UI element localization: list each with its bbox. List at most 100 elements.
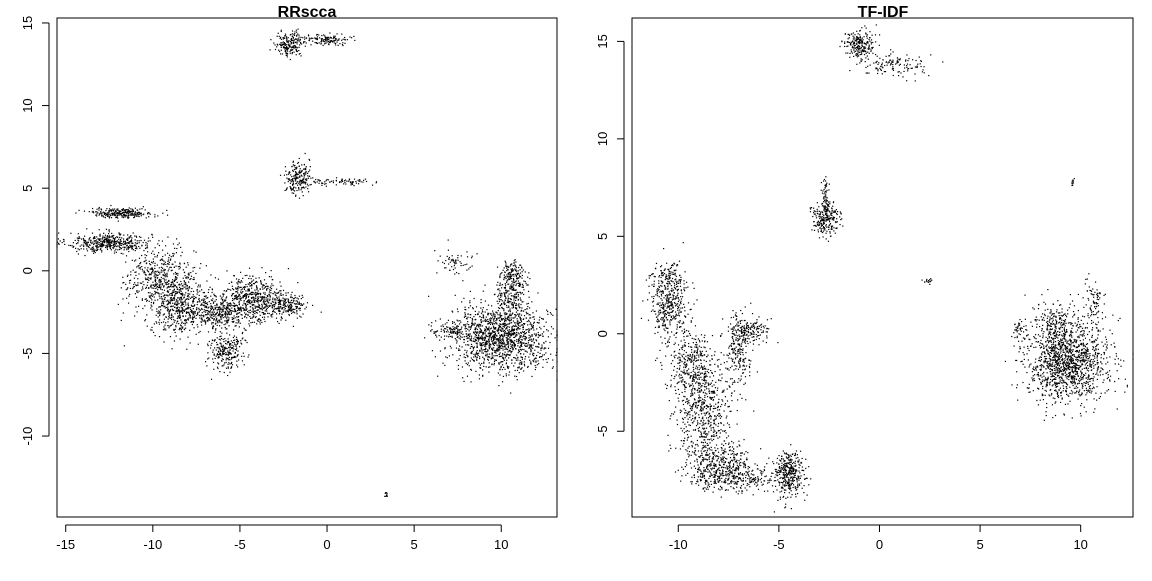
rrscca-point (286, 45, 288, 48)
rrscca-point (145, 287, 147, 290)
rrscca-point (224, 347, 226, 350)
rrscca-point (522, 301, 524, 303)
rrscca-point (167, 290, 169, 292)
rrscca-point (355, 182, 358, 184)
rrscca-point (170, 318, 173, 321)
rrscca-point (263, 279, 266, 281)
rrscca-point (461, 326, 463, 328)
rrscca-point (503, 345, 505, 348)
rrscca-point (88, 211, 90, 213)
rrscca-point (324, 43, 326, 45)
rrscca-point (147, 278, 149, 280)
rrscca-point (117, 217, 119, 219)
rrscca-point (205, 296, 207, 298)
rrscca-point (235, 348, 237, 351)
rrscca-point (173, 285, 175, 287)
rrscca-point (303, 164, 306, 166)
rrscca-point (98, 238, 100, 241)
rrscca-point (344, 42, 346, 44)
rrscca-point (200, 314, 202, 316)
rrscca-point (549, 341, 551, 344)
rrscca-point (466, 318, 468, 320)
rrscca-point (179, 324, 182, 326)
rrscca-point (505, 362, 508, 364)
rrscca-point (260, 296, 262, 298)
rrscca-point (315, 34, 318, 36)
rrscca-point (187, 305, 190, 307)
rrscca-point (245, 297, 247, 299)
rrscca-point (149, 277, 151, 279)
rrscca-point (174, 261, 176, 263)
rrscca-point (289, 303, 292, 306)
rrscca-point (498, 345, 501, 347)
rrscca-point (492, 324, 494, 326)
rrscca-point (272, 297, 274, 299)
rrscca-point (110, 245, 112, 247)
rrscca-point (521, 324, 523, 326)
rrscca-point (537, 334, 539, 336)
rrscca-point (298, 34, 300, 36)
rrscca-point (181, 322, 183, 324)
rrscca-point (150, 307, 152, 309)
rrscca-point (134, 215, 136, 217)
rrscca-point (148, 274, 150, 276)
rrscca-point (176, 300, 178, 302)
rrscca-point (552, 314, 554, 316)
rrscca-point (222, 313, 224, 316)
rrscca-point (532, 359, 534, 362)
rrscca-point (201, 312, 203, 314)
rrscca-point (298, 165, 300, 167)
rrscca-point (236, 319, 238, 321)
rrscca-point (228, 340, 230, 343)
rrscca-point (139, 247, 141, 249)
rrscca-point (176, 287, 178, 289)
rrscca-point (506, 340, 508, 342)
rrscca-point (204, 306, 206, 308)
rrscca-point (220, 342, 222, 344)
rrscca-point (178, 289, 180, 291)
rrscca-point (88, 246, 90, 249)
rrscca-point (234, 339, 236, 341)
rrscca-point (213, 311, 216, 313)
rrscca-point (314, 181, 316, 183)
rrscca-point (136, 212, 138, 214)
rrscca-point (531, 334, 533, 336)
rrscca-point (218, 319, 221, 321)
rrscca-point (501, 338, 503, 340)
rrscca-point (283, 174, 286, 176)
rrscca-point (207, 310, 209, 312)
rrscca-point (282, 294, 284, 296)
rrscca-point (543, 342, 545, 344)
rrscca-point (139, 262, 141, 265)
rrscca-point (139, 268, 141, 270)
rrscca-point (529, 323, 531, 325)
rrscca-point (57, 242, 60, 244)
rrscca-point (112, 212, 114, 214)
rrscca-point (341, 44, 344, 46)
rrscca-point (190, 311, 192, 313)
rrscca-point (235, 294, 237, 296)
rrscca-point (123, 209, 125, 211)
rrscca-point (523, 336, 525, 338)
rrscca-point (251, 293, 253, 296)
rrscca-point (474, 340, 476, 342)
rrscca-point (221, 327, 223, 329)
rrscca-point (235, 296, 237, 298)
rrscca-point (226, 309, 228, 311)
rrscca-point (225, 313, 227, 315)
rrscca-point (515, 304, 517, 307)
rrscca-point (161, 284, 163, 286)
rrscca-point (284, 302, 286, 304)
rrscca-point (231, 299, 234, 302)
rrscca-point (103, 241, 105, 244)
rrscca-point (471, 352, 473, 355)
rrscca-point (512, 306, 515, 309)
rrscca-point (251, 297, 253, 300)
rrscca-point (272, 299, 274, 301)
rrscca-point (504, 346, 506, 348)
rrscca-point (539, 316, 541, 318)
rrscca-point (113, 214, 115, 217)
rrscca-point (507, 333, 509, 335)
rrscca-point (289, 186, 291, 188)
rrscca-point (232, 305, 235, 307)
